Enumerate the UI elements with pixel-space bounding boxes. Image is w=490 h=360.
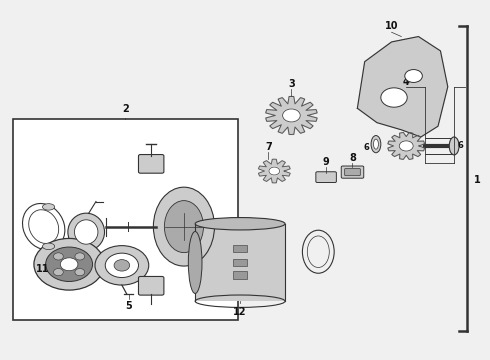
Ellipse shape <box>373 139 378 149</box>
Text: 5: 5 <box>125 301 132 311</box>
Circle shape <box>405 69 422 82</box>
Polygon shape <box>357 37 448 137</box>
Ellipse shape <box>449 137 459 155</box>
Ellipse shape <box>43 204 55 210</box>
Text: 9: 9 <box>323 157 329 167</box>
Circle shape <box>114 260 130 271</box>
Text: 4: 4 <box>403 77 410 87</box>
Bar <box>233 244 247 252</box>
Circle shape <box>75 253 85 260</box>
Polygon shape <box>259 159 290 183</box>
Bar <box>195 224 285 301</box>
Ellipse shape <box>153 187 215 266</box>
Text: 1: 1 <box>474 175 480 185</box>
Circle shape <box>269 167 280 175</box>
Circle shape <box>95 246 149 285</box>
Text: 8: 8 <box>349 153 356 163</box>
FancyBboxPatch shape <box>344 168 360 176</box>
Circle shape <box>75 269 85 276</box>
Text: 11: 11 <box>36 264 49 274</box>
Circle shape <box>53 253 63 260</box>
Bar <box>233 271 247 279</box>
Ellipse shape <box>43 243 55 249</box>
Polygon shape <box>266 96 317 134</box>
Ellipse shape <box>371 135 381 153</box>
Text: 6: 6 <box>458 141 464 150</box>
Polygon shape <box>388 132 424 159</box>
Bar <box>233 259 247 266</box>
Circle shape <box>381 88 407 107</box>
Circle shape <box>105 253 139 278</box>
FancyBboxPatch shape <box>139 276 164 295</box>
Text: 6: 6 <box>364 143 369 152</box>
Circle shape <box>60 258 78 271</box>
FancyBboxPatch shape <box>139 154 164 173</box>
Circle shape <box>53 269 63 276</box>
FancyBboxPatch shape <box>341 166 364 178</box>
Circle shape <box>34 238 104 290</box>
Ellipse shape <box>74 220 98 244</box>
Bar <box>13 119 238 320</box>
Circle shape <box>399 141 413 151</box>
Ellipse shape <box>195 217 285 230</box>
Circle shape <box>46 247 93 282</box>
FancyBboxPatch shape <box>316 172 336 183</box>
Text: 12: 12 <box>233 307 247 317</box>
Text: 3: 3 <box>288 78 295 89</box>
Circle shape <box>283 109 300 122</box>
Ellipse shape <box>188 231 202 293</box>
Text: 7: 7 <box>265 142 272 152</box>
Text: 10: 10 <box>385 21 398 31</box>
Ellipse shape <box>164 201 203 253</box>
Ellipse shape <box>68 213 104 251</box>
Text: 2: 2 <box>122 104 129 114</box>
